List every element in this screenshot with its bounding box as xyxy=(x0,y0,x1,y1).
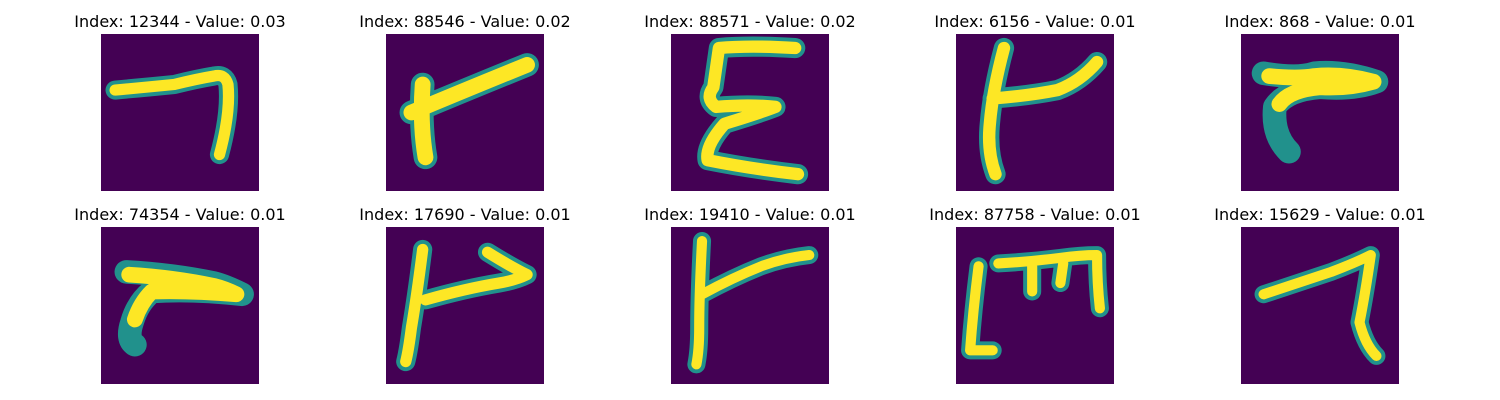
digit-image xyxy=(1241,227,1399,384)
panel-title: Index: 19410 - Value: 0.01 xyxy=(644,205,856,224)
panel-title: Index: 74354 - Value: 0.01 xyxy=(74,205,286,224)
digit-image xyxy=(956,227,1114,384)
digit-image xyxy=(671,227,829,384)
digit-image xyxy=(101,227,259,384)
digit-image xyxy=(101,34,259,191)
panel-title: Index: 15629 - Value: 0.01 xyxy=(1214,205,1426,224)
digit-image xyxy=(671,34,829,191)
digit-image xyxy=(386,227,544,384)
panel-title: Index: 88546 - Value: 0.02 xyxy=(359,12,571,31)
digit-image xyxy=(1241,34,1399,191)
panel-title: Index: 88571 - Value: 0.02 xyxy=(644,12,856,31)
panel-title: Index: 868 - Value: 0.01 xyxy=(1224,12,1416,31)
panel-title: Index: 6156 - Value: 0.01 xyxy=(934,12,1136,31)
digit-image xyxy=(956,34,1114,191)
panel-title: Index: 87758 - Value: 0.01 xyxy=(929,205,1141,224)
digit-image xyxy=(386,34,544,191)
panel-title: Index: 12344 - Value: 0.03 xyxy=(74,12,286,31)
panel-title: Index: 17690 - Value: 0.01 xyxy=(359,205,571,224)
